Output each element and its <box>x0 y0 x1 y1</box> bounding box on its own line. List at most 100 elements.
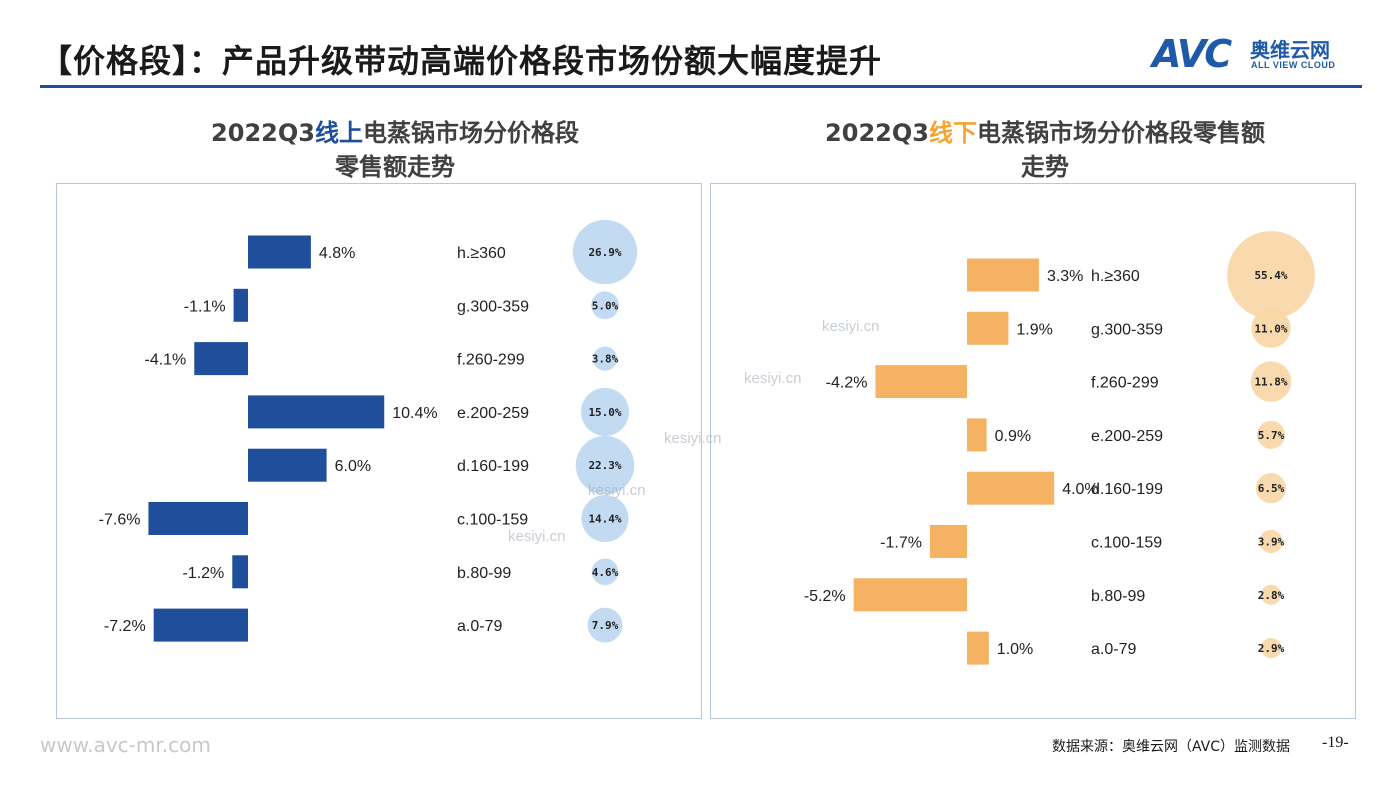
offline-share-bubble <box>1255 473 1287 504</box>
online-category-label: b.80-99 <box>457 565 511 582</box>
online-share-label: 15.0% <box>588 406 621 419</box>
online-share-label: 3.8% <box>592 353 619 366</box>
online-bar <box>248 448 327 482</box>
offline-share-bubble <box>1259 529 1283 554</box>
online-title-channel: 线上 <box>314 119 363 147</box>
online-category-label: c.100-159 <box>457 512 528 529</box>
online-category-label: a.0-79 <box>457 618 502 635</box>
online-share-label: 4.6% <box>592 566 619 579</box>
online-category-label: h.≥360 <box>457 245 506 262</box>
offline-bar <box>967 418 987 452</box>
online-bar-value-label: -7.6% <box>99 512 141 529</box>
online-share-bubble <box>580 387 630 436</box>
offline-title-channel: 线下 <box>928 119 977 147</box>
online-category-label: e.200-259 <box>457 405 529 422</box>
online-category-label: f.260-299 <box>457 352 525 369</box>
page-title: 【价格段】：产品升级带动高端价格段市场份额大幅度提升 <box>40 42 883 80</box>
online-share-bubble <box>572 219 638 285</box>
offline-share-label: 2.9% <box>1258 642 1285 655</box>
offline-bar-value-label: 0.9% <box>995 428 1031 445</box>
online-bar <box>233 288 248 322</box>
online-share-bubble <box>587 607 623 643</box>
online-bar-value-label: -1.2% <box>182 565 224 582</box>
data-source: 数据来源：奥维云网（AVC）监测数据 <box>1052 739 1291 755</box>
watermark-text: kesiyi.cn <box>664 430 722 447</box>
watermark-text: kesiyi.cn <box>822 318 880 335</box>
online-share-label: 14.4% <box>588 513 621 526</box>
online-chart-title: 2022Q3线上电蒸锅市场分价格段 零售额走势 <box>150 116 640 184</box>
offline-category-label: b.80-99 <box>1091 588 1145 605</box>
online-share-label: 7.9% <box>592 619 619 632</box>
online-bar <box>248 235 311 269</box>
offline-bar <box>853 578 967 612</box>
offline-bar-value-label: 4.0% <box>1062 481 1098 498</box>
online-share-bubble <box>591 291 619 320</box>
online-bar <box>194 342 248 376</box>
page-number: -19- <box>1322 734 1349 751</box>
watermark-text: kesiyi.cn <box>588 482 646 499</box>
offline-bar-value-label: 1.9% <box>1016 321 1052 338</box>
offline-share-label: 2.8% <box>1258 589 1285 602</box>
offline-bar-value-label: 1.0% <box>997 641 1033 658</box>
offline-category-label: e.200-259 <box>1091 428 1163 445</box>
offline-share-bubble <box>1256 420 1286 449</box>
offline-category-label: h.≥360 <box>1091 268 1140 285</box>
offline-bar <box>967 471 1055 505</box>
offline-bar-value-label: -5.2% <box>804 588 846 605</box>
online-bar-value-label: -4.1% <box>144 352 186 369</box>
offline-share-bubble <box>1251 308 1291 348</box>
offline-chart-title: 2022Q3线下电蒸锅市场分价格段零售额 走势 <box>780 116 1310 184</box>
online-bar-value-label: 4.8% <box>319 245 355 262</box>
offline-share-label: 11.8% <box>1254 376 1287 389</box>
online-bar <box>248 395 385 429</box>
offline-category-label: f.260-299 <box>1091 375 1159 392</box>
offline-bar <box>967 311 1009 345</box>
header-divider <box>40 85 1362 88</box>
offline-bar-value-label: 3.3% <box>1047 268 1083 285</box>
offline-bar <box>929 525 967 558</box>
offline-title-main: 电蒸锅市场分价格段零售额 <box>976 119 1265 147</box>
watermark-text: kesiyi.cn <box>508 528 566 545</box>
logo-english: ALL VIEW CLOUD <box>1251 60 1336 70</box>
logo-mark: AVC <box>1152 32 1232 76</box>
watermark-text: kesiyi.cn <box>744 370 802 387</box>
online-category-label: g.300-359 <box>457 298 529 315</box>
offline-category-label: c.100-159 <box>1091 535 1162 552</box>
offline-share-label: 5.7% <box>1258 429 1285 442</box>
online-share-bubble <box>581 494 629 543</box>
online-chart-svg: 4.8% h.≥360 26.9% -1.1% g.300-359 5.0% -4.1% f.… <box>99 219 638 643</box>
offline-share-bubble <box>1260 638 1282 659</box>
offline-share-bubble <box>1250 361 1292 402</box>
offline-bar <box>967 631 989 665</box>
offline-share-bubble <box>1227 231 1315 319</box>
online-bar-value-label: 6.0% <box>335 458 371 475</box>
offline-chart-panel: 3.3% h.≥360 55.4% 1.9% g.300-359 11.0% -4.2% f.… <box>710 183 1356 719</box>
online-share-label: 26.9% <box>588 246 621 259</box>
offline-bar-value-label: -4.2% <box>826 375 868 392</box>
online-share-bubble <box>575 435 635 495</box>
online-category-label: d.160-199 <box>457 458 529 475</box>
offline-bar <box>967 258 1039 292</box>
offline-category-label: a.0-79 <box>1091 641 1136 658</box>
offline-category-label: d.160-199 <box>1091 481 1163 498</box>
offline-category-label: g.300-359 <box>1091 321 1163 338</box>
online-bar-value-label: -7.2% <box>104 618 146 635</box>
offline-bar <box>875 365 967 399</box>
offline-title-period: 2022Q3 <box>825 119 929 147</box>
offline-share-label: 3.9% <box>1258 536 1285 549</box>
online-share-label: 5.0% <box>592 299 619 312</box>
online-chart-panel: 4.8% h.≥360 26.9% -1.1% g.300-359 5.0% -4.1% f.… <box>56 183 702 719</box>
offline-share-bubble <box>1261 584 1281 605</box>
online-bar-value-label: 10.4% <box>392 405 437 422</box>
offline-share-label: 55.4% <box>1254 269 1287 282</box>
website-url[interactable]: www.avc-mr.com <box>40 733 211 757</box>
offline-title-tail: 走势 <box>1021 153 1069 181</box>
offline-bar-value-label: -1.7% <box>880 535 922 552</box>
online-bar-value-label: -1.1% <box>184 298 226 315</box>
online-bar <box>148 502 248 535</box>
offline-share-label: 6.5% <box>1258 482 1285 495</box>
online-title-period: 2022Q3 <box>211 119 315 147</box>
online-title-main: 电蒸锅市场分价格段 <box>362 119 579 147</box>
avc-logo: AVC 奥维云网 ALL VIEW CLOUD <box>1152 32 1372 76</box>
online-bar <box>153 608 248 642</box>
